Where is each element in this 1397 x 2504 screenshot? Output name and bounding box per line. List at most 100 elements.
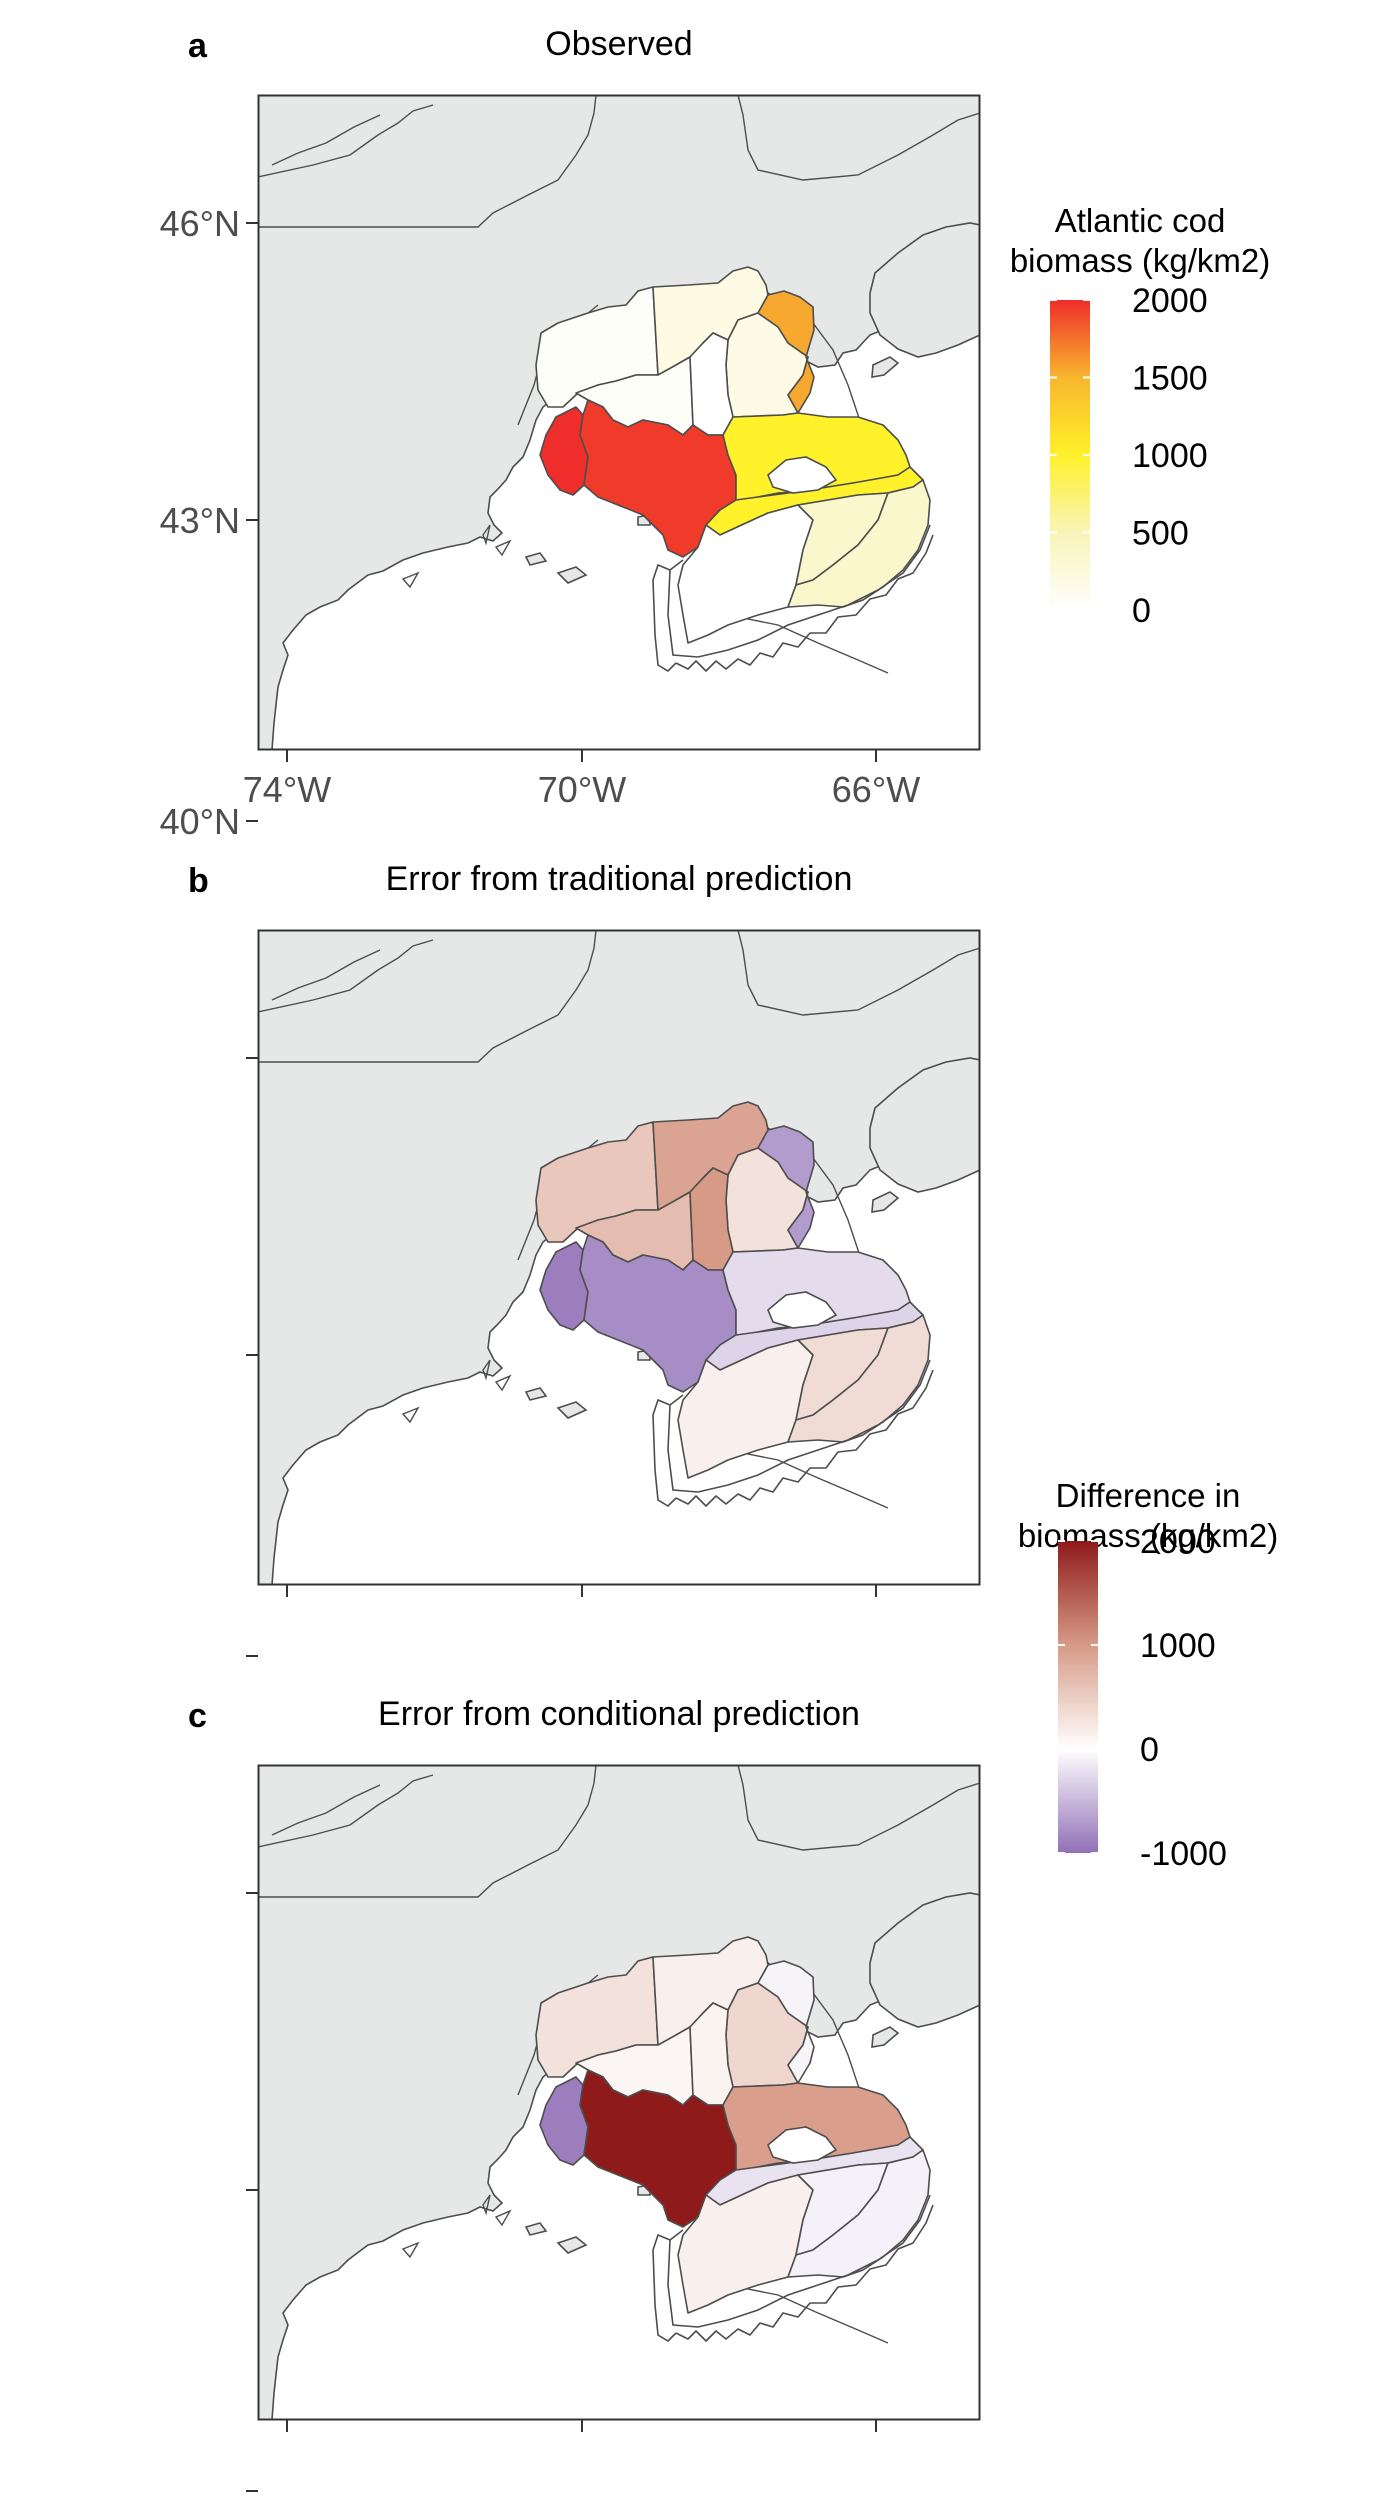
shelf-outline-west — [652, 2233, 677, 2343]
polygon-massachusetts-bay — [539, 1241, 589, 1331]
coast-line — [271, 949, 381, 1001]
island — [869, 1892, 980, 2028]
island — [524, 2222, 548, 2236]
polygon-southwest-georges — [677, 504, 814, 644]
coast-line — [494, 2209, 512, 2227]
lon-tick-label: 70°W — [538, 769, 626, 810]
shelf-outline — [667, 2194, 931, 2328]
colorbar — [1058, 1541, 1098, 1853]
island — [556, 1401, 588, 1419]
lat-tick-label: 40°N — [160, 801, 240, 842]
island — [871, 356, 900, 378]
axes — [246, 1057, 877, 1657]
panel-border — [257, 929, 981, 1586]
coast-line — [271, 1784, 381, 1836]
coast-line — [482, 1359, 491, 1381]
polygon-southwest-georges — [677, 2174, 814, 2314]
coast-line — [258, 104, 434, 178]
coast-line — [494, 539, 512, 557]
coast-line — [401, 571, 420, 589]
panel-letter: b — [188, 862, 209, 900]
panel-title: Observed — [545, 25, 692, 63]
island — [556, 2236, 588, 2254]
coast-line — [401, 2241, 420, 2259]
legend-title-line1: Atlantic cod — [1055, 202, 1226, 239]
colorbar-label: 500 — [1132, 515, 1189, 553]
island — [869, 1057, 980, 1193]
island — [524, 552, 548, 566]
bank-hole — [767, 1291, 838, 1329]
lon-tick-label: 74°W — [243, 769, 331, 810]
shelf-outline — [667, 524, 931, 658]
polygon-east-georges — [787, 479, 931, 608]
panel-a: a Observed 46°N 43°N 40°N74°W 70°W 66°W — [160, 25, 981, 842]
map-area — [257, 94, 981, 751]
land — [258, 930, 980, 1585]
panel-b: b Error from traditional prediction — [188, 860, 981, 1657]
axes — [246, 1892, 877, 2492]
coast-line — [482, 524, 491, 546]
polygon-bay-of-fundy-mouth — [757, 1125, 815, 1249]
panel-title: Error from traditional prediction — [386, 860, 853, 898]
panel-c: c Error from conditional prediction — [188, 1695, 981, 2492]
coast-line — [737, 930, 980, 1016]
colorbar-label: 1000 — [1132, 437, 1208, 475]
map-area — [257, 1764, 981, 2421]
coast-line — [494, 1374, 512, 1392]
island — [869, 222, 980, 358]
colorbar-label: -1000 — [1140, 1835, 1227, 1873]
land — [258, 95, 980, 750]
coast-line — [258, 930, 597, 1063]
panel-letter: a — [188, 27, 208, 65]
land — [258, 1765, 980, 2420]
colorbar-label: 0 — [1140, 1731, 1159, 1769]
coast-line — [737, 1765, 980, 1851]
lon-tick-label: 66°W — [832, 769, 920, 810]
panel-border — [257, 1764, 981, 2421]
shelf-break — [675, 534, 934, 672]
island — [871, 1191, 900, 1213]
panel-letter: c — [188, 1697, 207, 1735]
lat-tick-label: 46°N — [160, 203, 240, 244]
shelf-break — [675, 1369, 934, 1507]
bank-hole — [767, 456, 838, 494]
shelf-outline-west — [652, 563, 677, 673]
island — [524, 1387, 548, 1401]
shelf-outline — [667, 1359, 931, 1493]
colorbar-label: 1000 — [1140, 1627, 1216, 1665]
polygon-east-georges — [787, 2149, 931, 2278]
legend-title-line2: biomass (kg/km2) — [1010, 242, 1270, 279]
depth-contour — [727, 2284, 889, 2344]
polygon-southwest-georges — [677, 1339, 814, 1479]
axes: 46°N 43°N 40°N74°W 70°W 66°W — [160, 203, 921, 842]
lat-tick-label: 43°N — [160, 500, 240, 541]
coast-line — [737, 95, 980, 181]
island — [871, 2026, 900, 2048]
coast-line — [482, 2194, 491, 2216]
coast-line — [258, 1774, 434, 1848]
colorbar-label: 2000 — [1132, 282, 1208, 320]
shelf-break — [675, 2204, 934, 2342]
depth-contour — [727, 614, 889, 674]
panels-layer: a Observed 46°N 43°N 40°N74°W 70°W 66°W b Error … — [160, 25, 981, 2492]
panel-border — [257, 94, 981, 751]
island — [556, 566, 588, 584]
legend-title-line1: Difference in — [1056, 1477, 1241, 1514]
polygon-massachusetts-bay — [539, 406, 589, 496]
coast-line — [258, 95, 597, 228]
colorbar-label: 0 — [1132, 592, 1151, 630]
bank-hole — [767, 2126, 838, 2164]
polygon-bay-of-fundy-mouth — [757, 1960, 815, 2084]
coast-line — [401, 1406, 420, 1424]
map-area — [257, 929, 981, 1586]
polygon-massachusetts-bay — [539, 2076, 589, 2166]
depth-contour — [727, 1449, 889, 1509]
polygon-east-georges — [787, 1314, 931, 1443]
coast-line — [258, 939, 434, 1013]
colorbar-label: 2000 — [1140, 1523, 1216, 1561]
panel-title: Error from conditional prediction — [378, 1695, 860, 1733]
polygon-bay-of-fundy-mouth — [757, 290, 815, 414]
